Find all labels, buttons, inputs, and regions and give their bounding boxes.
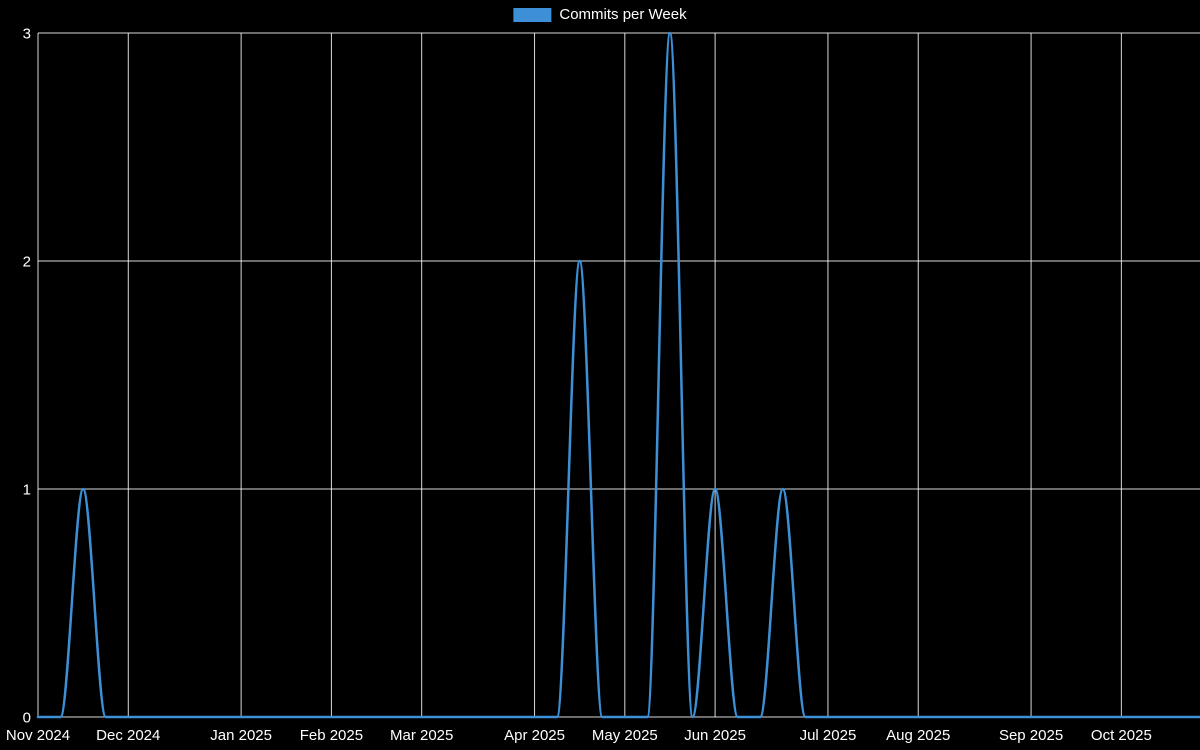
- y-tick-label: 1: [23, 481, 31, 498]
- x-tick-label: Dec 2024: [96, 727, 160, 744]
- legend-label: Commits per Week: [559, 6, 687, 23]
- x-tick-label: Jul 2025: [800, 727, 857, 744]
- x-tick-label: Sep 2025: [999, 727, 1063, 744]
- x-tick-label: Jun 2025: [684, 727, 746, 744]
- x-tick-label: Nov 2024: [6, 727, 70, 744]
- commits-line-series: [36, 31, 1200, 719]
- x-tick-label: Aug 2025: [886, 727, 950, 744]
- y-tick-label: 0: [23, 709, 31, 726]
- x-tick-label: May 2025: [592, 727, 658, 744]
- legend-swatch: [513, 7, 552, 22]
- x-tick-label: Oct 2025: [1091, 727, 1152, 744]
- x-tick-label: Jan 2025: [210, 727, 272, 744]
- y-tick-label: 3: [23, 25, 31, 42]
- chart-legend[interactable]: Commits per Week: [513, 6, 687, 23]
- x-tick-label: Feb 2025: [300, 727, 363, 744]
- x-tick-label: Apr 2025: [504, 727, 565, 744]
- y-tick-label: 2: [23, 253, 31, 270]
- x-tick-label: Mar 2025: [390, 727, 453, 744]
